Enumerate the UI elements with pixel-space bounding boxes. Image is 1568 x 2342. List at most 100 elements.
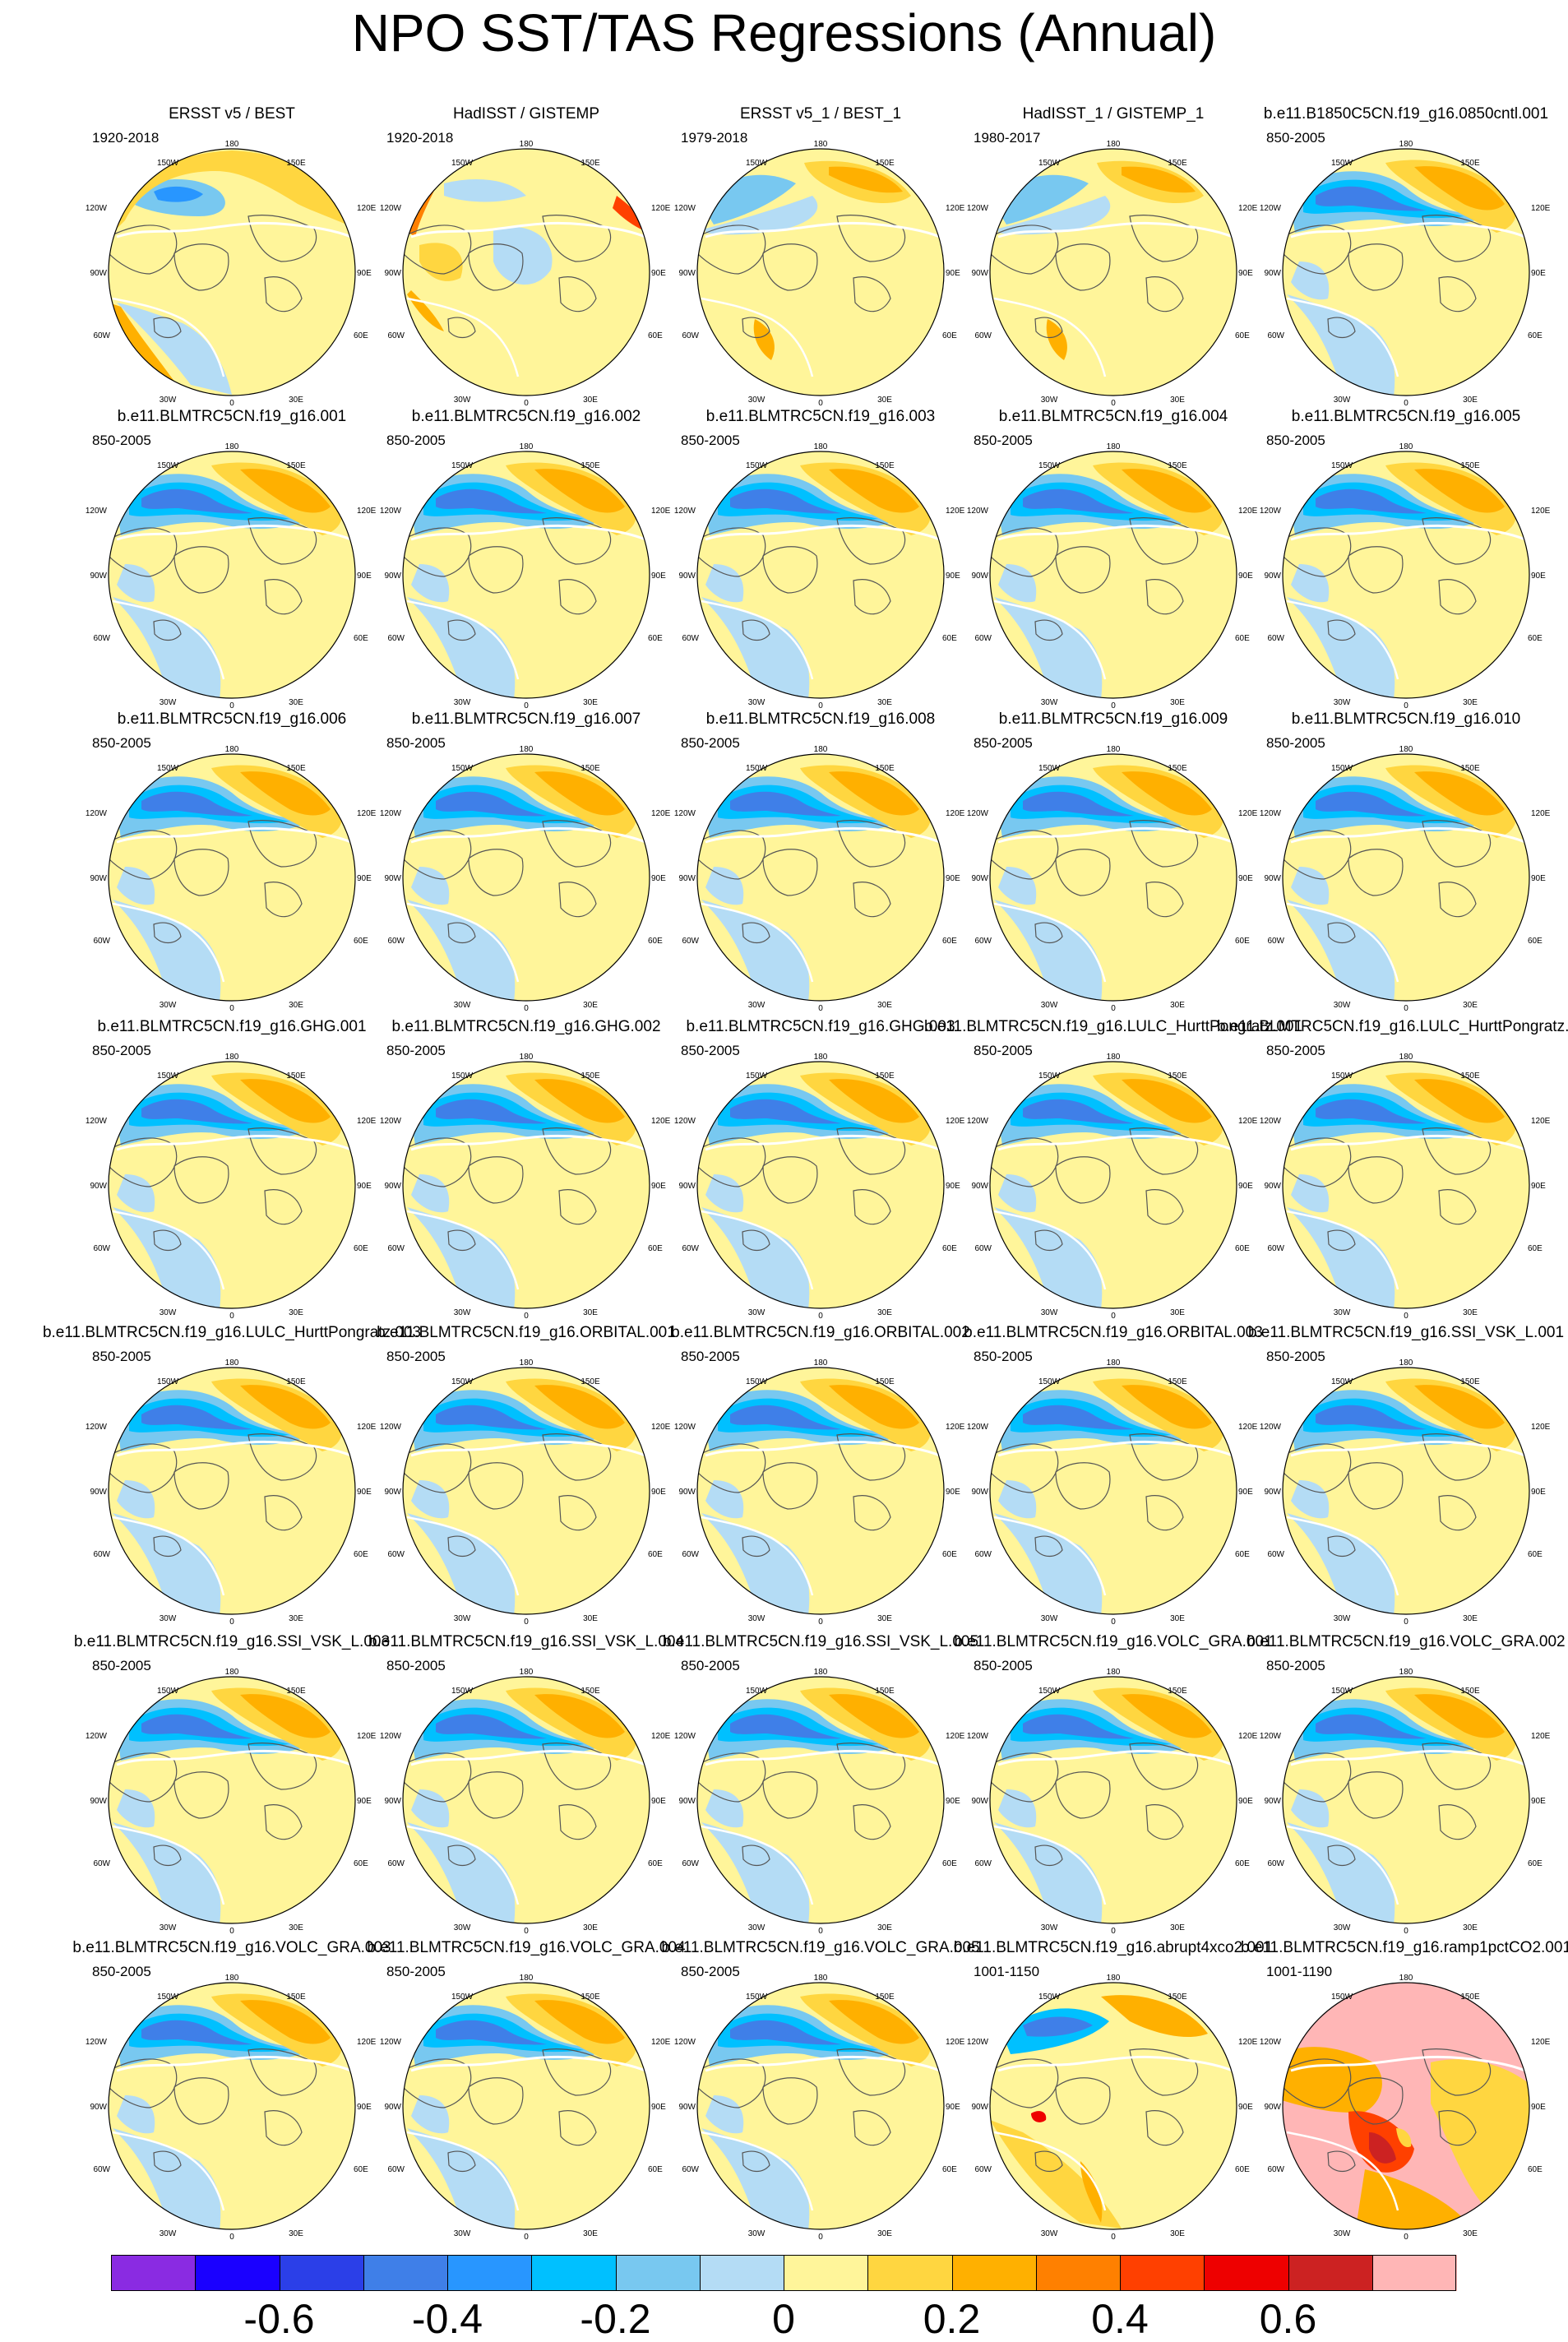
anomaly-warm-pacific-core bbox=[829, 1079, 919, 1123]
anomaly-warm-pacific-core bbox=[1414, 469, 1505, 513]
colorbar-box bbox=[784, 2255, 869, 2291]
coastline bbox=[836, 820, 906, 868]
longitude-label: 120W bbox=[1260, 1117, 1282, 1126]
longitude-label: 90W bbox=[678, 572, 696, 581]
polar-map: 180 150W 150E 120W 120E 90W 90E 60W 60E 30W 30E 0 bbox=[1260, 140, 1551, 408]
coastline-rim bbox=[705, 2055, 941, 2072]
anomaly-warm-pacific-outer bbox=[800, 765, 931, 838]
longitude-label: 30W bbox=[454, 1308, 471, 1317]
longitude-label: 180 bbox=[814, 1358, 828, 1368]
anomaly-cool-pacific-core bbox=[1023, 1405, 1134, 1430]
longitude-label: 60W bbox=[1267, 937, 1284, 946]
polar-map: 180 150W 150E 120W 120E 90W 90E 60W 60E 30W 30E 0 bbox=[86, 745, 377, 1013]
longitude-label: 90E bbox=[1238, 1797, 1253, 1806]
coastline bbox=[264, 1495, 303, 1531]
longitude-label: 60E bbox=[942, 331, 957, 340]
anomaly-cool-pacific-core bbox=[141, 1099, 252, 1124]
longitude-label: 0 bbox=[818, 1927, 823, 1936]
anomaly-cool-atlantic bbox=[994, 597, 1103, 698]
longitude-label: 30E bbox=[877, 698, 892, 707]
longitude-label: 150W bbox=[1038, 764, 1061, 773]
coastline bbox=[264, 579, 303, 615]
longitude-label: 120E bbox=[946, 809, 965, 818]
longitude-label: 180 bbox=[225, 442, 239, 451]
map-panel-31: b.e11.BLMTRC5CN.f19_g16.VOLC_GRA.003 850… bbox=[72, 1939, 391, 2243]
anomaly-warm-pacific-outer bbox=[506, 1687, 636, 1761]
anomaly-warm-pacific-outer bbox=[800, 1993, 931, 2067]
coastline bbox=[853, 882, 891, 918]
longitude-label: 150W bbox=[1038, 461, 1061, 470]
anomaly-cool-labrador bbox=[1291, 262, 1330, 300]
coastline bbox=[853, 276, 891, 312]
anomaly-cool-atlantic bbox=[1287, 1822, 1395, 1923]
longitude-label: 150E bbox=[1460, 461, 1480, 470]
longitude-label: 120W bbox=[1260, 1732, 1282, 1741]
anomaly-warm-pacific-core bbox=[534, 1385, 625, 1429]
coastline-atlantic bbox=[112, 2131, 225, 2211]
coastline bbox=[403, 224, 472, 275]
longitude-label: 90E bbox=[1238, 1182, 1253, 1191]
coastline bbox=[853, 2110, 891, 2146]
longitude-label: 30E bbox=[289, 1614, 303, 1623]
panel-period: 850-2005 bbox=[386, 1964, 446, 1979]
anomaly-warm-pacific-outer bbox=[1093, 1378, 1223, 1451]
longitude-label: 30E bbox=[1170, 1614, 1185, 1623]
anomaly-cool-pacific bbox=[444, 179, 526, 202]
longitude-label: 0 bbox=[524, 1618, 529, 1627]
longitude-label: 30W bbox=[1334, 1614, 1351, 1623]
longitude-label: 150W bbox=[451, 1377, 474, 1386]
coastline bbox=[1034, 922, 1063, 944]
coastline bbox=[468, 849, 524, 896]
longitude-label: 120W bbox=[380, 2038, 402, 2047]
coastline bbox=[558, 2110, 597, 2146]
anomaly-cool-labrador bbox=[705, 867, 744, 905]
map-panel-21: b.e11.BLMTRC5CN.f19_g16.LULC_HurttPongra… bbox=[43, 1324, 421, 1628]
anomaly-warm-pacific-core bbox=[240, 771, 331, 816]
longitude-label: 150E bbox=[875, 461, 895, 470]
longitude-label: 60W bbox=[974, 634, 992, 643]
longitude-label: 120E bbox=[1238, 507, 1258, 516]
longitude-label: 30W bbox=[1334, 698, 1351, 707]
coastline bbox=[1348, 849, 1404, 896]
coastline bbox=[1129, 820, 1199, 868]
longitude-label: 180 bbox=[225, 1974, 239, 1983]
coastline bbox=[697, 1137, 766, 1187]
panel-title: b.e11.BLMTRC5CN.f19_g16.009 bbox=[998, 710, 1228, 728]
coastline-atlantic bbox=[993, 599, 1107, 680]
map-panel-6: b.e11.BLMTRC5CN.f19_g16.001 850-2005 180… bbox=[76, 408, 388, 712]
longitude-label: 180 bbox=[520, 745, 534, 754]
longitude-label: 120W bbox=[380, 1117, 402, 1126]
anomaly-cool-pacific-core bbox=[1316, 791, 1427, 817]
longitude-label: 60W bbox=[387, 634, 405, 643]
longitude-label: 30W bbox=[1041, 396, 1058, 405]
anomaly-moderate-core bbox=[1396, 2128, 1412, 2148]
longitude-label: 180 bbox=[814, 1974, 828, 1983]
longitude-label: 90E bbox=[651, 572, 666, 581]
coastline bbox=[542, 2048, 612, 2096]
panel-period: 1979-2018 bbox=[681, 130, 748, 146]
longitude-label: 90W bbox=[971, 874, 988, 883]
anomaly-cool-atlantic bbox=[113, 2128, 221, 2229]
longitude-label: 90W bbox=[384, 572, 401, 581]
longitude-label: 30E bbox=[1463, 396, 1478, 405]
anomaly-cool-pacific-core bbox=[730, 488, 841, 514]
panel-title: b.e11.BLMTRC5CN.f19_g16.010 bbox=[1291, 710, 1521, 728]
coastline bbox=[109, 830, 178, 880]
longitude-label: 90W bbox=[678, 269, 696, 278]
longitude-label: 30W bbox=[160, 396, 177, 405]
longitude-label: 120W bbox=[967, 204, 989, 213]
longitude-label: 90E bbox=[1238, 874, 1253, 883]
panel-title: b.e11.B1850C5CN.f19_g16.0850cntl.001 bbox=[1263, 105, 1549, 123]
longitude-label: 150W bbox=[451, 1993, 474, 2002]
anomaly-cool-atlantic bbox=[113, 597, 221, 698]
anomaly-cool-atlantic bbox=[113, 1207, 221, 1308]
colorbar-tick-label: 0.6 bbox=[1259, 2296, 1317, 2342]
longitude-label: 0 bbox=[229, 1618, 234, 1627]
longitude-label: 0 bbox=[1404, 1618, 1408, 1627]
coastline bbox=[1283, 1752, 1352, 1803]
map-boundary bbox=[1282, 1367, 1530, 1615]
coastline-atlantic bbox=[993, 1825, 1107, 1905]
map-panel-15: b.e11.BLMTRC5CN.f19_g16.010 850-2005 180… bbox=[1250, 710, 1562, 1015]
coastline-rim bbox=[410, 1749, 646, 1766]
longitude-label: 180 bbox=[520, 140, 534, 149]
